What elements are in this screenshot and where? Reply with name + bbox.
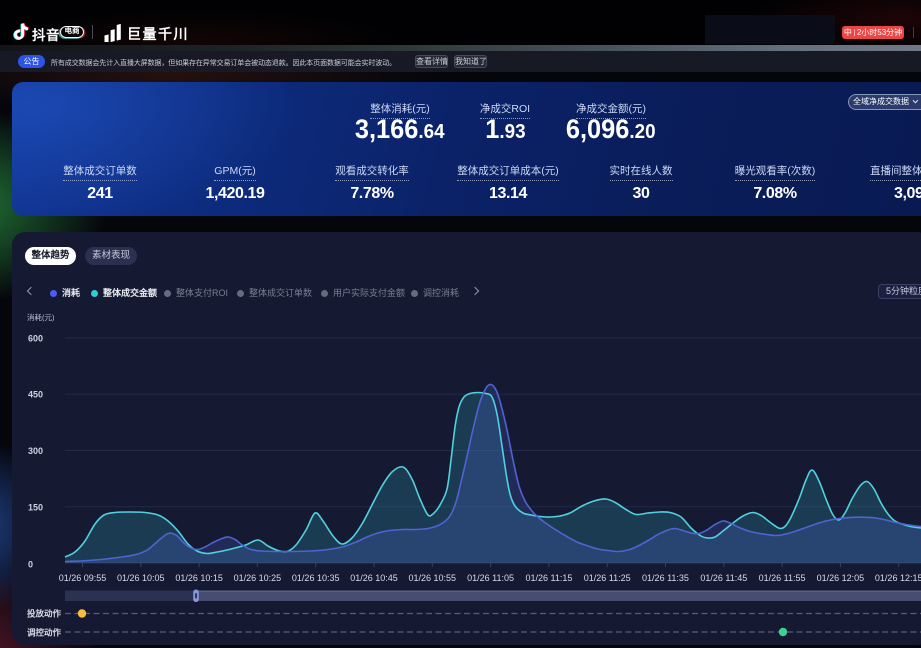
svg-text:01/26 12:05: 01/26 12:05 [817, 573, 865, 583]
svg-text:01/26 09:55: 01/26 09:55 [59, 573, 107, 583]
svg-text:01/26 10:35: 01/26 10:35 [292, 573, 340, 583]
svg-text:调控动作: 调控动作 [27, 628, 62, 638]
svg-text:600: 600 [28, 334, 43, 344]
svg-text:01/26 10:55: 01/26 10:55 [409, 573, 457, 583]
svg-text:0: 0 [28, 560, 33, 570]
svg-text:投放动作: 投放动作 [27, 609, 62, 619]
svg-text:01/26 11:25: 01/26 11:25 [584, 573, 631, 583]
svg-text:消耗(元): 消耗(元) [27, 312, 55, 322]
svg-text:01/26 10:25: 01/26 10:25 [234, 573, 282, 583]
svg-text:01/26 11:15: 01/26 11:15 [525, 573, 572, 583]
svg-text:01/26 11:35: 01/26 11:35 [642, 573, 689, 583]
svg-text:01/26 10:15: 01/26 10:15 [175, 573, 223, 583]
svg-text:01/26 12:15: 01/26 12:15 [875, 573, 921, 583]
svg-text:450: 450 [28, 390, 43, 400]
svg-text:01/26 10:45: 01/26 10:45 [350, 573, 398, 583]
svg-text:01/26 11:45: 01/26 11:45 [700, 573, 747, 583]
svg-text:300: 300 [28, 446, 43, 456]
svg-text:01/26 11:55: 01/26 11:55 [759, 573, 806, 583]
svg-text:01/26 10:05: 01/26 10:05 [117, 573, 165, 583]
svg-text:01/26 11:05: 01/26 11:05 [467, 573, 514, 583]
svg-text:150: 150 [28, 502, 43, 512]
